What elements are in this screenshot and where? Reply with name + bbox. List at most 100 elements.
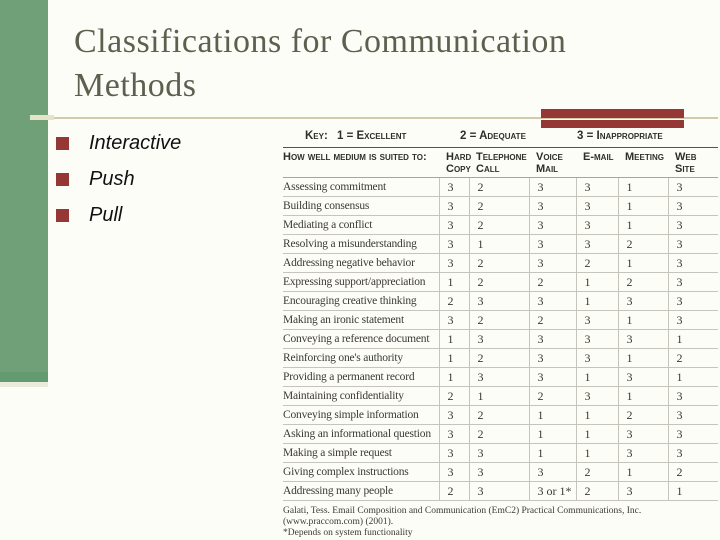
rating-cell: 3 — [438, 405, 469, 425]
column-header-voice-mail: Voice Mail — [529, 148, 576, 178]
rating-cell: 3 — [438, 177, 469, 197]
rating-cell: 3 — [438, 424, 469, 444]
footnote: *Depends on system functionality — [283, 528, 413, 538]
rating-cell: 2 — [575, 253, 618, 273]
rating-cell: 2 — [468, 196, 529, 216]
rating-cell: 2 — [667, 462, 718, 482]
rating-cell: 1 — [468, 386, 529, 406]
rating-cell: 3 — [528, 291, 576, 311]
citation-line-1: Galati, Tess. Email Composition and Comm… — [283, 506, 642, 516]
column-header-meeting: Meeting — [618, 148, 668, 178]
rating-cell: 2 — [468, 272, 529, 292]
rating-cell: 1 — [575, 291, 618, 311]
rating-cell: 3 — [528, 329, 576, 349]
rating-cell: 3 — [575, 386, 618, 406]
left-accent-bar — [0, 0, 48, 372]
page-title: Classifications for Communication Method… — [74, 20, 566, 108]
row-label: Reinforcing one's authority — [283, 348, 439, 368]
rating-cell: 3 — [528, 253, 576, 273]
citation-line-2: (www.praccom.com) (2001). — [283, 517, 394, 527]
rating-cell: 3 — [667, 424, 718, 444]
row-label: Mediating a conflict — [283, 215, 439, 235]
row-label: Addressing negative behavior — [283, 253, 439, 273]
rating-cell: 1 — [438, 272, 469, 292]
row-label: Addressing many people — [283, 481, 439, 501]
rating-cell: 3 — [667, 405, 718, 425]
rating-cell: 2 — [468, 348, 529, 368]
bottom-red-accent-bar — [541, 120, 684, 128]
rating-cell: 2 — [617, 405, 668, 425]
rating-cell: 3 — [667, 272, 718, 292]
rating-cell: 2 — [528, 272, 576, 292]
rating-cell: 3 — [667, 291, 718, 311]
table-header-row: How well medium is suited to: Hard Copy … — [283, 148, 718, 178]
rating-cell: 1 — [528, 424, 576, 444]
rating-cell: 3 — [468, 462, 529, 482]
rating-cell: 3 — [575, 177, 618, 197]
rating-cell: 3 — [667, 443, 718, 463]
rating-cell: 2 — [575, 481, 618, 501]
row-label: Making an ironic statement — [283, 310, 439, 330]
rating-cell: 3 — [468, 329, 529, 349]
rating-cell: 1 — [617, 196, 668, 216]
suitability-grid: How well medium is suited to: Hard Copy … — [283, 148, 718, 501]
rating-cell: 1 — [617, 310, 668, 330]
rating-cell: 3 — [575, 196, 618, 216]
left-accent-bar-shade — [0, 372, 48, 382]
title-line-1: Classifications for Communication — [74, 23, 567, 60]
rating-cell: 3 — [438, 196, 469, 216]
rating-cell: 3 — [468, 367, 529, 387]
rating-cell: 2 — [528, 386, 576, 406]
table-row: Encouraging creative thinking 2 3 3 1 3 3 — [283, 291, 718, 311]
table-row: Conveying simple information 3 2 1 1 2 3 — [283, 405, 718, 425]
rating-cell: 3 — [438, 234, 469, 254]
rating-cell: 1 — [617, 253, 668, 273]
rating-cell: 3 — [575, 329, 618, 349]
column-header-web-site: Web Site — [668, 148, 718, 178]
rating-cell: 3 — [438, 443, 469, 463]
rating-cell: 1 — [468, 234, 529, 254]
rating-cell: 1 — [617, 177, 668, 197]
table-row: Providing a permanent record 1 3 3 1 3 1 — [283, 367, 718, 387]
table-row: Maintaining confidentiality 2 1 2 3 1 3 — [283, 386, 718, 406]
title-divider — [52, 117, 718, 119]
bullet-item-interactive: Interactive — [56, 132, 181, 154]
rating-cell: 1 — [617, 386, 668, 406]
rating-cell: 1 — [575, 272, 618, 292]
rating-cell: 2 — [438, 386, 469, 406]
table-row: Making an ironic statement 3 2 2 3 1 3 — [283, 310, 718, 330]
rating-cell: 3 — [617, 481, 668, 501]
rating-cell: 2 — [468, 424, 529, 444]
rating-cell: 1 — [528, 443, 576, 463]
key-label: Key: — [305, 130, 328, 142]
row-label: Assessing commitment — [283, 177, 439, 197]
table-key: Key: 1 = Excellent 2 = Adequate 3 = Inap… — [283, 128, 718, 148]
rating-cell: 3 — [667, 253, 718, 273]
rating-cell: 1 — [667, 481, 718, 501]
table-row: Addressing negative behavior 3 2 3 2 1 3 — [283, 253, 718, 273]
rating-cell: 2 — [468, 215, 529, 235]
bullet-label: Push — [89, 167, 135, 190]
bullet-item-pull: Pull — [56, 204, 181, 226]
rating-cell: 3 — [667, 177, 718, 197]
row-label: Building consensus — [283, 196, 439, 216]
bullet-square-icon — [56, 208, 69, 222]
rating-cell: 3 — [575, 310, 618, 330]
table-row: Conveying a reference document 1 3 3 3 3 1 — [283, 329, 718, 349]
rating-cell: 3 — [438, 462, 469, 482]
row-label: Giving complex instructions — [283, 462, 439, 482]
rating-cell: 1 — [438, 329, 469, 349]
rating-cell: 3 — [468, 291, 529, 311]
bullet-item-push: Push — [56, 168, 181, 190]
table-row: Addressing many people 2 3 3 or 1* 2 3 1 — [283, 481, 718, 501]
rating-cell: 2 — [667, 348, 718, 368]
rating-cell: 3 — [528, 348, 576, 368]
rating-cell: 3 — [667, 386, 718, 406]
rating-cell: 3 — [667, 215, 718, 235]
rating-cell: 3 — [667, 234, 718, 254]
rating-cell: 1 — [438, 348, 469, 368]
row-label: Conveying simple information — [283, 405, 439, 425]
rating-cell: 3 — [528, 177, 576, 197]
key-inappropriate: 3 = Inappropriate — [577, 130, 663, 142]
rating-cell: 1 — [575, 443, 618, 463]
